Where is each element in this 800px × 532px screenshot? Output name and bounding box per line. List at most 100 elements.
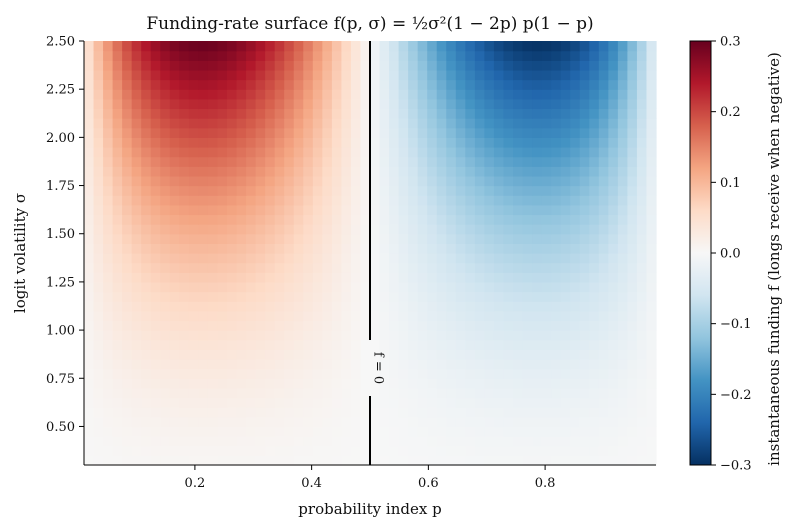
heatmap-cell	[274, 185, 285, 196]
heatmap-cell	[484, 291, 495, 302]
heatmap-cell	[636, 445, 648, 456]
heatmap-cell	[646, 69, 657, 81]
heatmap-cell	[322, 69, 333, 81]
heatmap-cell	[541, 301, 552, 312]
heatmap-cell	[617, 233, 628, 244]
heatmap-cell	[84, 407, 95, 418]
heatmap-cell	[427, 243, 438, 254]
heatmap-cell	[379, 253, 390, 264]
heatmap-cell	[236, 233, 247, 244]
heatmap-cell	[160, 147, 171, 158]
heatmap-cell	[484, 310, 495, 322]
heatmap-cell	[265, 195, 276, 206]
heatmap-cell	[417, 156, 428, 167]
heatmap-cell	[331, 301, 342, 312]
heatmap-cell	[455, 301, 466, 312]
heatmap-cell	[112, 310, 123, 322]
heatmap-cell	[322, 60, 333, 71]
heatmap-cell	[207, 330, 219, 341]
heatmap-cell	[188, 359, 199, 370]
heatmap-cell	[408, 69, 419, 81]
heatmap-cell	[284, 378, 295, 389]
heatmap-cell	[646, 175, 657, 187]
heatmap-cell	[312, 387, 323, 399]
heatmap-cell	[608, 330, 619, 341]
heatmap-cell	[474, 378, 485, 389]
heatmap-cell	[207, 233, 219, 244]
heatmap-cell	[560, 224, 571, 235]
heatmap-cell	[579, 118, 590, 129]
heatmap-cell	[513, 214, 524, 225]
heatmap-cell	[370, 214, 381, 225]
heatmap-cell	[484, 301, 495, 312]
heatmap-cell	[465, 214, 476, 225]
heatmap-cell	[446, 416, 457, 428]
heatmap-cell	[436, 127, 447, 138]
heatmap-cell	[474, 89, 485, 100]
heatmap-cell	[493, 387, 505, 399]
heatmap-cell	[236, 320, 247, 331]
heatmap-cell	[255, 214, 266, 225]
heatmap-cell	[246, 127, 257, 138]
heatmap-cell	[436, 455, 447, 466]
heatmap-cell	[303, 253, 314, 264]
heatmap-cell	[541, 378, 552, 389]
heatmap-cell	[379, 378, 390, 389]
heatmap-cell	[541, 281, 552, 293]
heatmap-cell	[207, 50, 219, 61]
heatmap-cell	[322, 310, 333, 322]
heatmap-cell	[217, 339, 228, 350]
heatmap-cell	[255, 156, 266, 167]
heatmap-cell	[560, 89, 571, 100]
heatmap-cell	[579, 320, 590, 331]
heatmap-cell	[522, 137, 533, 148]
heatmap-cell	[370, 69, 381, 81]
heatmap-cell	[522, 291, 533, 302]
heatmap-cell	[350, 349, 362, 360]
heatmap-cell	[636, 233, 648, 244]
heatmap-cell	[646, 60, 657, 71]
heatmap-cell	[150, 310, 161, 322]
heatmap-cell	[255, 301, 266, 312]
heatmap-cell	[560, 98, 571, 110]
heatmap-cell	[551, 387, 562, 399]
heatmap-cell	[608, 195, 619, 206]
heatmap-cell	[398, 253, 409, 264]
heatmap-cell	[198, 233, 209, 244]
heatmap-cell	[255, 281, 266, 293]
heatmap-cell	[398, 137, 409, 148]
heatmap-cell	[84, 204, 95, 216]
heatmap-cell	[341, 98, 352, 110]
heatmap-cell	[627, 455, 638, 466]
heatmap-cell	[436, 147, 447, 158]
heatmap-cell	[293, 50, 304, 61]
heatmap-cell	[246, 233, 257, 244]
heatmap-cell	[341, 204, 352, 216]
heatmap-cell	[379, 426, 390, 437]
heatmap-cell	[122, 253, 133, 264]
heatmap-cell	[303, 185, 314, 196]
heatmap-cell	[627, 339, 638, 350]
heatmap-cell	[627, 60, 638, 71]
heatmap-cell	[598, 368, 609, 379]
heatmap-cell	[103, 156, 114, 167]
heatmap-cell	[570, 426, 581, 437]
heatmap-cell	[84, 127, 95, 138]
heatmap-cell	[417, 175, 428, 187]
heatmap-cell	[103, 243, 114, 254]
heatmap-cell	[627, 243, 638, 254]
heatmap-cell	[150, 426, 161, 437]
heatmap-cell	[141, 89, 152, 100]
heatmap-cell	[617, 455, 628, 466]
heatmap-cell	[617, 253, 628, 264]
heatmap-cell	[188, 50, 199, 61]
heatmap-cell	[84, 301, 95, 312]
heatmap-cell	[608, 339, 619, 350]
heatmap-cell	[408, 89, 419, 100]
heatmap-cell	[303, 359, 314, 370]
heatmap-cell	[570, 50, 581, 61]
heatmap-cell	[389, 166, 400, 177]
heatmap-cell	[312, 310, 323, 322]
heatmap-cell	[436, 359, 447, 370]
heatmap-cell	[141, 291, 152, 302]
